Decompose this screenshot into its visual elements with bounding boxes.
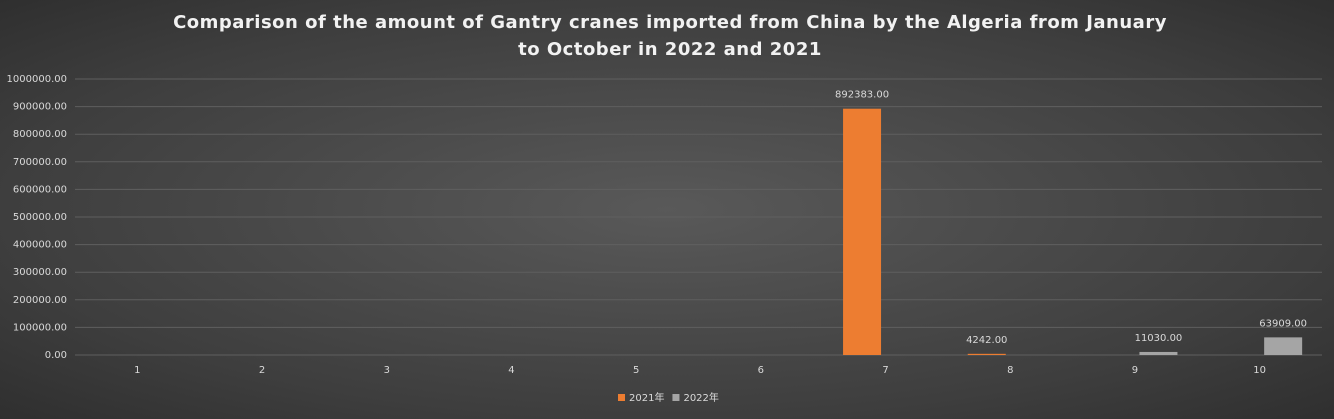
x-tick-label: 2 — [259, 365, 265, 376]
y-tick-label: 100000.00 — [13, 322, 67, 333]
bar — [1139, 351, 1178, 355]
data-label: 892383.00 — [835, 90, 889, 101]
data-label: 63909.00 — [1259, 318, 1307, 329]
y-tick-label: 700000.00 — [13, 157, 67, 168]
y-tick-label: 400000.00 — [13, 240, 67, 251]
legend-label: 2021年 — [629, 391, 664, 404]
y-tick-label: 0.00 — [45, 350, 67, 361]
y-tick-label: 200000.00 — [13, 295, 67, 306]
y-tick-label: 300000.00 — [13, 267, 67, 278]
y-tick-label: 600000.00 — [13, 184, 67, 195]
legend-swatch — [672, 394, 680, 401]
data-label: 4242.00 — [966, 335, 1007, 346]
x-tick-label: 8 — [1007, 365, 1013, 376]
bar — [843, 108, 882, 355]
x-tick-label: 7 — [882, 365, 888, 376]
chart-title: Comparison of the amount of Gantry crane… — [173, 12, 1167, 60]
legend-swatch — [618, 394, 625, 401]
y-tick-label: 500000.00 — [13, 212, 67, 223]
x-tick-label: 5 — [633, 365, 639, 376]
y-tick-label: 1000000.00 — [7, 74, 67, 85]
x-tick-label: 1 — [134, 365, 140, 376]
y-tick-label: 800000.00 — [13, 129, 67, 140]
x-tick-label: 9 — [1132, 365, 1138, 376]
legend-label: 2022年 — [683, 391, 718, 404]
x-tick-label: 3 — [384, 365, 390, 376]
bar — [1264, 337, 1303, 355]
data-label: 11030.00 — [1135, 333, 1183, 344]
bar — [967, 353, 1006, 355]
y-tick-label: 900000.00 — [13, 102, 67, 113]
x-tick-label: 4 — [508, 365, 514, 376]
x-tick-label: 10 — [1253, 365, 1266, 376]
x-tick-label: 6 — [758, 365, 764, 376]
